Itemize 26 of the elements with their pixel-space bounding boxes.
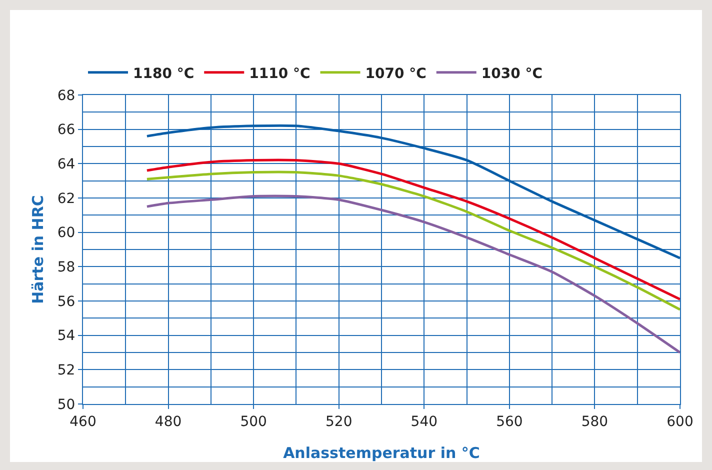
legend-label: 1070 °C xyxy=(365,66,426,82)
y-tick-label: 68 xyxy=(57,88,76,104)
y-tick-label: 54 xyxy=(57,328,76,344)
y-tick-label: 56 xyxy=(57,294,76,310)
y-tick-label: 60 xyxy=(57,225,76,242)
line-series xyxy=(146,124,680,260)
x-axis-title: Anlasstemperatur in °C xyxy=(283,444,480,462)
y-axis-title: Härte in HRC xyxy=(29,195,47,304)
x-tick-label: 540 xyxy=(410,414,438,430)
x-tick-label: 580 xyxy=(581,414,608,430)
y-tick-label: 64 xyxy=(57,156,76,173)
legend-label: 1110 °C xyxy=(249,66,310,82)
x-tick-label: 500 xyxy=(240,414,267,430)
x-tick-label: 600 xyxy=(666,414,694,430)
x-tick-label: 560 xyxy=(496,414,523,430)
y-tick-label: 52 xyxy=(57,362,76,379)
legend-label: 1180 °C xyxy=(133,66,194,82)
legend-label: 1030 °C xyxy=(481,66,542,82)
x-tick-label: 460 xyxy=(70,414,96,430)
y-tick-label: 58 xyxy=(57,260,76,276)
y-tick-label: 50 xyxy=(57,396,76,413)
line-series xyxy=(146,194,680,354)
y-tick-label: 66 xyxy=(57,122,76,138)
x-tick-label: 480 xyxy=(154,414,182,430)
y-tick-label: 62 xyxy=(57,190,76,207)
x-tick-label: 520 xyxy=(325,414,352,430)
